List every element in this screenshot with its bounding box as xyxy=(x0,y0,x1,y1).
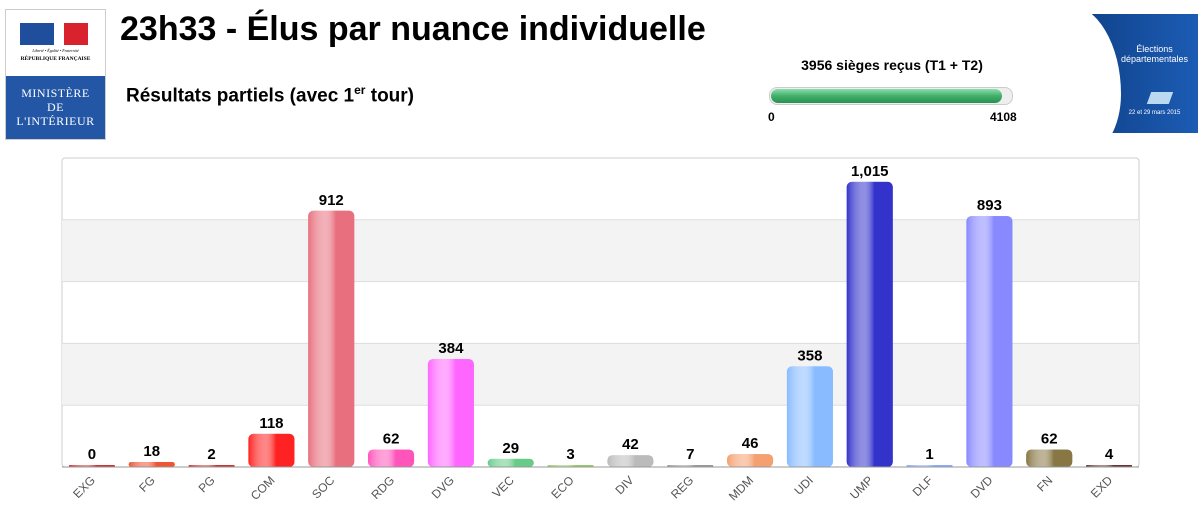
bar-highlight xyxy=(1026,449,1073,467)
x-tick-label: DVD xyxy=(968,473,996,501)
data-label: 893 xyxy=(977,197,1002,214)
bar-chart: 0 EXG 18 FG 2 PG 118 COM 912 SOC 62 RDG 384 DVG 29 VEC 3… xyxy=(61,157,1140,503)
ballot-box-icon xyxy=(1146,92,1174,104)
x-tick-label: DVG xyxy=(429,473,457,501)
data-label: 0 xyxy=(88,446,96,463)
bar-highlight xyxy=(846,181,893,468)
progress-max: 4108 xyxy=(990,110,1017,124)
bar-highlight xyxy=(727,454,774,467)
grid-band xyxy=(62,219,1139,282)
data-label: 29 xyxy=(502,440,519,457)
data-label: 4 xyxy=(1105,446,1114,463)
data-label: 3 xyxy=(566,446,574,463)
progress-min: 0 xyxy=(768,110,775,124)
x-tick-label: SOC xyxy=(309,473,338,502)
flag-blue xyxy=(20,23,54,45)
page-subtitle: Résultats partiels (avec 1er tour) xyxy=(126,83,414,107)
logo-republic: RÉPUBLIQUE FRANÇAISE xyxy=(20,56,91,62)
x-tick-label: DLF xyxy=(910,473,936,499)
data-label: 358 xyxy=(797,347,822,364)
subtitle-end: tour) xyxy=(365,85,415,107)
progress-label: 3956 sièges reçus (T1 + T2) xyxy=(801,57,983,73)
banner-title: Élections départementales xyxy=(1120,44,1189,64)
elections-banner: Élections départementales 22 et 29 mars … xyxy=(1071,14,1198,133)
data-label: 18 xyxy=(143,443,160,460)
ministry-logo: Liberté • Égalité • Fraternité RÉPUBLIQU… xyxy=(5,9,106,140)
bar-highlight xyxy=(427,359,474,467)
flag-red xyxy=(64,23,88,45)
x-tick-label: DIV xyxy=(612,473,636,497)
data-label: 384 xyxy=(438,340,464,357)
bar-highlight xyxy=(368,449,415,467)
bar-highlight xyxy=(786,366,833,467)
ministry-line: L'INTÉRIEUR xyxy=(16,114,95,128)
x-tick-label: VEC xyxy=(490,473,518,501)
banner-dates: 22 et 29 mars 2015 xyxy=(1128,110,1181,116)
x-tick-label: FG xyxy=(136,473,158,495)
x-tick-label: FN xyxy=(1034,473,1055,494)
x-tick-label: REG xyxy=(668,473,696,501)
bar-highlight xyxy=(487,458,534,467)
bar-highlight xyxy=(248,433,295,467)
logo-ministry: MINISTÈRE DE L'INTÉRIEUR xyxy=(6,76,105,139)
x-tick-label: PG xyxy=(196,473,218,495)
grid-band xyxy=(62,343,1139,406)
bar-highlight xyxy=(128,461,175,467)
page-title: 23h33 - Élus par nuance individuelle xyxy=(120,10,706,48)
bar-highlight xyxy=(607,455,654,467)
logo-motto: Liberté • Égalité • Fraternité xyxy=(32,48,79,53)
data-label: 912 xyxy=(319,192,344,209)
x-tick-label: EXG xyxy=(70,473,98,501)
ministry-line: MINISTÈRE xyxy=(21,86,90,100)
data-label: 1 xyxy=(925,446,933,463)
x-tick-label: EXD xyxy=(1088,473,1116,501)
bar-highlight xyxy=(308,210,355,467)
bar-highlight xyxy=(966,216,1013,467)
data-label: 46 xyxy=(742,435,759,452)
x-tick-label: ECO xyxy=(548,473,576,501)
x-tick-label: MDM xyxy=(726,473,756,503)
progress-bar xyxy=(769,87,1013,105)
subtitle-sup: er xyxy=(354,83,366,97)
subtitle-text: Résultats partiels (avec 1 xyxy=(126,85,355,107)
x-tick-label: UDI xyxy=(792,473,817,498)
x-tick-label: COM xyxy=(248,473,278,503)
x-tick-label: UMP xyxy=(847,473,876,502)
data-label: 118 xyxy=(259,415,283,432)
ministry-line: DE xyxy=(47,100,64,114)
data-label: 7 xyxy=(686,446,694,463)
data-label: 1,015 xyxy=(851,163,889,180)
data-label: 2 xyxy=(207,446,215,463)
data-label: 42 xyxy=(622,436,639,453)
data-label: 62 xyxy=(1041,431,1058,448)
progress-fill xyxy=(771,89,1003,103)
data-label: 62 xyxy=(383,431,400,448)
x-tick-label: RDG xyxy=(368,473,397,502)
